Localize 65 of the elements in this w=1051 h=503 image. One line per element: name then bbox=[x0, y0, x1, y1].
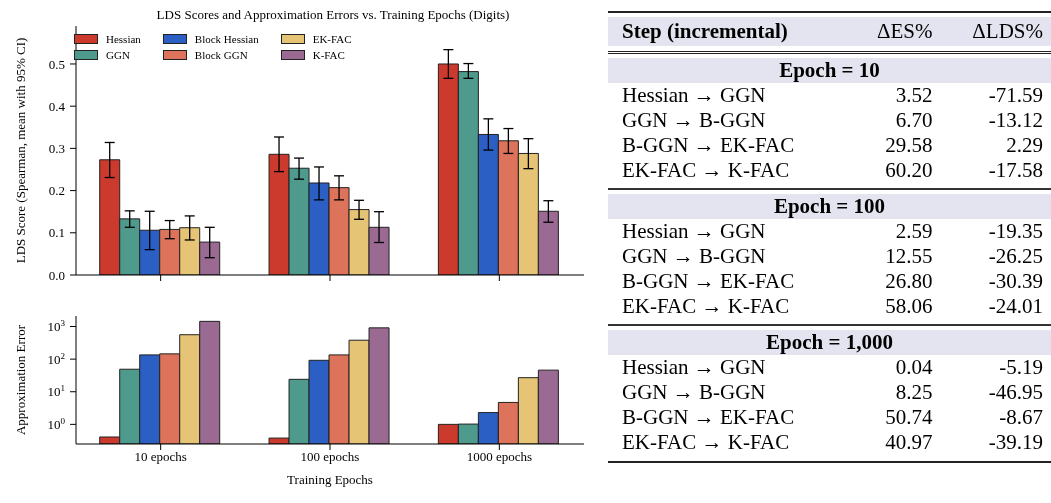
text: 12.55 bbox=[884, 244, 933, 269]
text: 50.74 bbox=[884, 405, 933, 430]
legend-label: Block GGN bbox=[194, 49, 248, 61]
text: -24.01 bbox=[987, 294, 1044, 319]
y-axis-title: Approximation Error bbox=[12, 324, 28, 436]
text: Step (incremental) bbox=[621, 19, 789, 44]
x-tick-label: 1000 epochs bbox=[466, 449, 533, 465]
x-tick-label: 100 epochs bbox=[300, 449, 360, 465]
text: 8.25 bbox=[894, 380, 933, 405]
text: 26.80 bbox=[884, 269, 933, 294]
legend-label: Block Hessian bbox=[194, 33, 259, 45]
y-tick-label: 10$^{1}$ bbox=[47, 383, 65, 400]
text: 3.52 bbox=[894, 83, 933, 108]
text: GGN → B-GGN bbox=[621, 380, 767, 405]
text: Hessian → GGN bbox=[621, 355, 767, 380]
text: GGN → B-GGN bbox=[621, 108, 767, 133]
text: B-GGN → EK-FAC bbox=[621, 133, 796, 158]
y-tick-label: 0.0 bbox=[48, 267, 65, 283]
text: 29.58 bbox=[884, 133, 933, 158]
text: -13.12 bbox=[987, 108, 1044, 133]
text: GGN → B-GGN bbox=[621, 244, 767, 269]
text: Epoch = 1,000 bbox=[608, 330, 1051, 355]
y-tick-label: 10$^{2}$ bbox=[47, 350, 66, 367]
y-axis-title: LDS Score (Spearman, mean with 95% CI) bbox=[12, 37, 28, 264]
text: 2.29 bbox=[1005, 133, 1044, 158]
y-tick-label: 0.5 bbox=[48, 56, 65, 72]
text: -71.59 bbox=[987, 83, 1044, 108]
text: -39.19 bbox=[987, 430, 1044, 455]
text: -19.35 bbox=[987, 219, 1044, 244]
x-axis-title: Training Epochs bbox=[287, 472, 373, 487]
y-tick-label: 0.4 bbox=[48, 98, 66, 114]
text: -26.25 bbox=[987, 244, 1044, 269]
text: 40.97 bbox=[884, 430, 933, 455]
text: -8.67 bbox=[998, 405, 1044, 430]
text: 58.06 bbox=[884, 294, 933, 319]
text: ΔLDS% bbox=[971, 19, 1044, 44]
text: ΔES% bbox=[876, 19, 933, 44]
chart-title: LDS Scores and Approximation Errors vs. Training Epochs (Digits) bbox=[155, 7, 511, 24]
text: 2.59 bbox=[894, 219, 933, 244]
y-tick-label: 10$^{3}$ bbox=[47, 318, 66, 335]
text: B-GGN → EK-FAC bbox=[621, 269, 796, 294]
text: Epoch = 100 bbox=[608, 194, 1051, 219]
text: EK-FAC → K-FAC bbox=[621, 158, 791, 183]
text: Hessian → GGN bbox=[621, 83, 767, 108]
legend-label: EK-FAC bbox=[312, 33, 352, 45]
text: -17.58 bbox=[987, 158, 1044, 183]
text: -30.39 bbox=[987, 269, 1044, 294]
legend-label: GGN bbox=[106, 49, 130, 61]
y-tick-label: 0.1 bbox=[48, 225, 65, 241]
text: B-GGN → EK-FAC bbox=[621, 405, 796, 430]
text: EK-FAC → K-FAC bbox=[621, 430, 791, 455]
y-tick-label: 0.2 bbox=[48, 183, 65, 199]
text: Hessian → GGN bbox=[621, 219, 767, 244]
y-tick-label: 0.3 bbox=[48, 140, 65, 156]
legend-label: Hessian bbox=[106, 33, 141, 45]
text: -46.95 bbox=[987, 380, 1044, 405]
legend-label: K-FAC bbox=[312, 49, 345, 61]
text: 60.20 bbox=[884, 158, 933, 183]
y-tick-label: 10$^{0}$ bbox=[47, 415, 66, 432]
text: EK-FAC → K-FAC bbox=[621, 294, 791, 319]
text: 0.04 bbox=[894, 355, 933, 380]
text: -5.19 bbox=[998, 355, 1044, 380]
x-tick-label: 10 epochs bbox=[134, 449, 187, 465]
text: 6.70 bbox=[894, 108, 933, 133]
text: Epoch = 10 bbox=[608, 58, 1051, 83]
